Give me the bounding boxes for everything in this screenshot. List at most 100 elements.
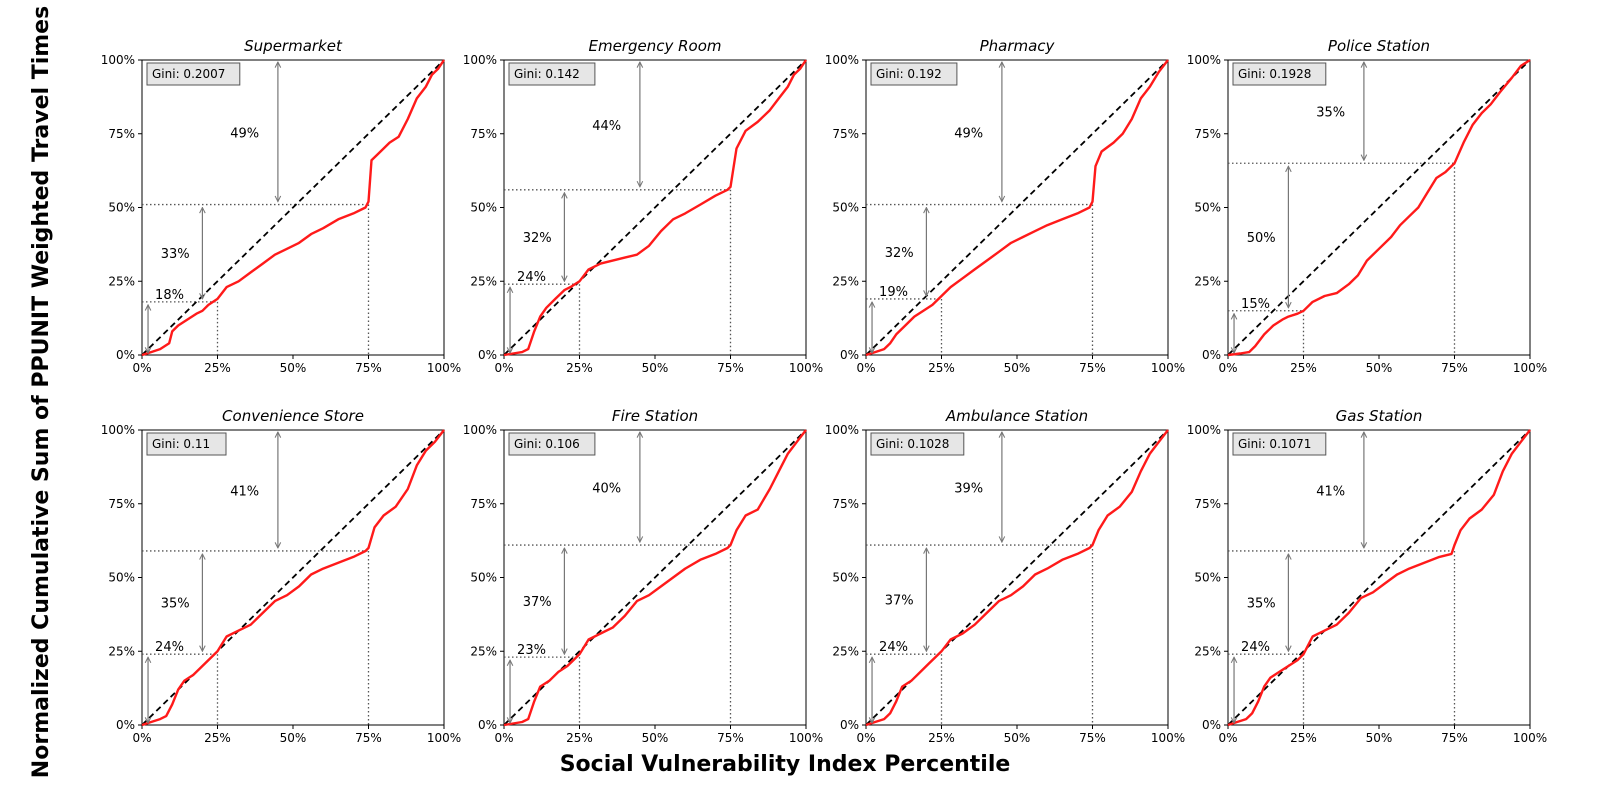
band-label-low: 19% [879, 285, 908, 300]
y-tick-label: 0% [116, 718, 135, 732]
x-tick-label: 0% [494, 731, 513, 745]
gini-box [870, 62, 958, 86]
x-tick-label: 0% [1218, 731, 1237, 745]
y-tick-label: 100% [101, 53, 135, 67]
panel-title: Supermarket [244, 37, 343, 55]
band-label-low: 24% [1241, 640, 1270, 655]
chart-panel-8: Gas Station 0%0% 25% 25% 50% 50% 75% 75% 100% 100… [1187, 407, 1547, 745]
y-tick-label: 25% [470, 644, 497, 658]
equality-line [141, 59, 445, 356]
x-tick-label: 25% [204, 361, 231, 375]
y-tick-label: 0% [840, 718, 859, 732]
x-tick-label: 50% [1004, 361, 1031, 375]
y-tick-label: 50% [832, 201, 859, 215]
y-tick-label: 25% [108, 274, 135, 288]
band-label-low: 18% [155, 288, 184, 303]
x-tick-label: 50% [280, 361, 307, 375]
band-label-mid: 37% [523, 595, 552, 610]
y-tick-label: 75% [1194, 127, 1221, 141]
chart-panel-7: Ambulance Station 0%0% 25% 25% 50% 50% 75% 75% 1… [825, 407, 1185, 745]
y-tick-label: 75% [470, 127, 497, 141]
y-tick-label: 50% [108, 201, 135, 215]
figure-y-axis-label: Normalized Cumulative Sum of PPUNIT Weig… [29, 6, 54, 778]
x-tick-label: 25% [566, 361, 593, 375]
equality-line [1227, 429, 1531, 726]
y-tick-label: 100% [1187, 53, 1221, 67]
band-label-high: 49% [954, 126, 983, 141]
x-tick-label: 100% [1151, 361, 1185, 375]
y-tick-label: 75% [1194, 497, 1221, 511]
y-tick-label: 25% [832, 274, 859, 288]
x-tick-label: 75% [355, 731, 382, 745]
panel-title: Pharmacy [980, 37, 1056, 55]
band-label-mid: 50% [1247, 231, 1276, 246]
x-tick-label: 25% [1290, 731, 1317, 745]
x-tick-label: 100% [427, 731, 461, 745]
y-tick-label: 0% [478, 718, 497, 732]
band-label-high: 44% [592, 119, 621, 134]
x-tick-label: 75% [1441, 731, 1468, 745]
chart-panel-5: Convenience Store 0%0% 25% 25% 50% 50% 75% 75% 1… [101, 407, 461, 745]
lorenz-curve [1227, 429, 1531, 727]
x-tick-label: 0% [132, 731, 151, 745]
y-tick-label: 100% [463, 53, 497, 67]
y-tick-label: 75% [832, 497, 859, 511]
x-tick-label: 0% [856, 361, 875, 375]
band-label-mid: 32% [523, 231, 552, 246]
gini-value: Gini: 0.2007 [152, 67, 225, 81]
x-tick-label: 100% [789, 731, 823, 745]
x-tick-label: 0% [494, 361, 513, 375]
band-label-high: 35% [1316, 106, 1345, 121]
y-tick-label: 75% [108, 497, 135, 511]
y-tick-label: 100% [101, 423, 135, 437]
panel-title: Police Station [1328, 37, 1430, 55]
band-label-high: 39% [954, 482, 983, 497]
band-label-low: 24% [155, 640, 184, 655]
x-tick-label: 25% [928, 731, 955, 745]
x-tick-label: 100% [1513, 731, 1547, 745]
panel-title: Fire Station [612, 407, 698, 425]
panel-title: Ambulance Station [945, 407, 1088, 425]
gini-value: Gini: 0.1928 [1238, 67, 1311, 81]
y-tick-label: 0% [840, 348, 859, 362]
equality-line [503, 59, 807, 356]
y-tick-label: 25% [832, 644, 859, 658]
x-tick-label: 50% [1366, 731, 1393, 745]
panel-title: Gas Station [1336, 407, 1423, 425]
x-tick-label: 25% [204, 731, 231, 745]
x-tick-label: 75% [1441, 361, 1468, 375]
gini-box [1232, 62, 1327, 86]
gini-value: Gini: 0.1028 [876, 437, 949, 451]
band-label-low: 24% [879, 640, 908, 655]
y-tick-label: 0% [116, 348, 135, 362]
x-tick-label: 75% [355, 361, 382, 375]
x-tick-label: 50% [642, 361, 669, 375]
gini-box [870, 432, 965, 456]
x-tick-label: 75% [1079, 731, 1106, 745]
gini-box [508, 62, 596, 86]
equality-line [1227, 59, 1531, 356]
gini-box [146, 62, 241, 86]
chart-panel-3: Pharmacy 0%0% 25% 25% 50% 50% 75% 75% 100% 100% 19… [825, 37, 1185, 375]
y-tick-label: 75% [470, 497, 497, 511]
band-label-high: 40% [592, 482, 621, 497]
equality-line [141, 429, 445, 726]
x-tick-label: 100% [1151, 731, 1185, 745]
lorenz-curve [1227, 58, 1531, 357]
lorenz-curve [503, 59, 807, 357]
y-tick-label: 25% [108, 644, 135, 658]
lorenz-curve [503, 429, 807, 727]
equality-line [865, 59, 1169, 356]
band-label-low: 15% [1241, 297, 1270, 312]
lorenz-curve [141, 429, 445, 727]
x-tick-label: 75% [1079, 361, 1106, 375]
panels-grid: Supermarket0%0%25%25%50%50%75%75%100%100… [101, 37, 1547, 745]
band-label-mid: 35% [161, 597, 190, 612]
x-tick-label: 100% [427, 361, 461, 375]
x-tick-label: 50% [280, 731, 307, 745]
gini-value: Gini: 0.1071 [1238, 437, 1311, 451]
x-tick-label: 50% [642, 731, 669, 745]
y-tick-label: 0% [1202, 718, 1221, 732]
x-tick-label: 50% [1004, 731, 1031, 745]
